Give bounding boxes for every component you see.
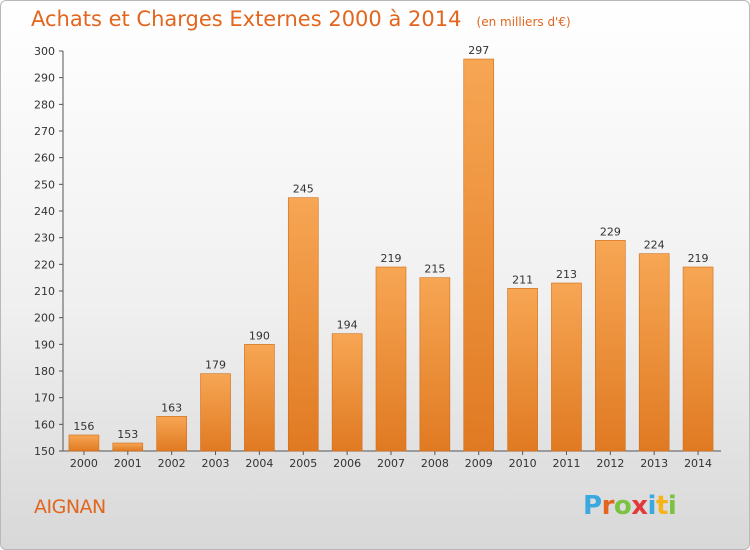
data-label-2003: 179 (205, 359, 226, 372)
bar-2000 (68, 434, 100, 452)
y-tick-label: 270 (34, 125, 55, 138)
data-label-2013: 224 (644, 239, 665, 252)
y-tick-label: 230 (34, 232, 55, 245)
y-tick-label: 180 (34, 365, 55, 378)
x-tick-label-2008: 2008 (421, 457, 449, 470)
x-tick-label-2013: 2013 (640, 457, 668, 470)
x-tick-label-2012: 2012 (596, 457, 624, 470)
data-labels: 156 153 163 179 190 245 194 219 215 297 211 213 229 2… (73, 44, 708, 441)
logo-letter: o (613, 491, 632, 521)
x-tick-label-2001: 2001 (114, 457, 142, 470)
data-label-2014: 219 (688, 252, 709, 265)
bar-2006 (331, 333, 363, 452)
data-label-2004: 190 (249, 329, 270, 342)
data-label-2002: 163 (161, 401, 182, 414)
y-tick-label: 260 (34, 152, 55, 165)
x-tick-label-2014: 2014 (684, 457, 712, 470)
data-label-2007: 219 (381, 252, 402, 265)
x-tick-label-2007: 2007 (377, 457, 405, 470)
proxiti-logo: Proxiti (583, 491, 677, 521)
data-label-2008: 215 (424, 263, 445, 276)
y-tick-label: 250 (34, 178, 55, 191)
y-tick-label: 190 (34, 338, 55, 351)
logo-letter: x (631, 491, 648, 521)
x-tick-label-2006: 2006 (333, 457, 361, 470)
bar-2010 (507, 288, 538, 452)
data-label-2009: 297 (468, 44, 489, 57)
y-tick-label: 280 (34, 98, 55, 111)
x-tick-label-2010: 2010 (509, 457, 537, 470)
data-label-2006: 194 (337, 319, 358, 332)
y-tick-label: 290 (34, 72, 55, 85)
bar-2012 (595, 240, 626, 452)
bar-2008 (419, 277, 451, 452)
bar-2007 (375, 266, 407, 452)
bar-2001 (112, 442, 144, 452)
bar-2013 (638, 253, 670, 452)
y-tick-label: 150 (34, 445, 55, 458)
bar-2002 (156, 416, 187, 452)
x-tick-label-2005: 2005 (289, 457, 317, 470)
logo-letter: P (583, 491, 602, 521)
x-tick-label-2002: 2002 (158, 457, 186, 470)
x-tick-label-2009: 2009 (465, 457, 493, 470)
y-tick-label: 200 (34, 312, 55, 325)
x-tick-label-2011: 2011 (552, 457, 580, 470)
y-tick-label: 170 (34, 392, 55, 405)
data-label-2005: 245 (293, 183, 314, 196)
y-tick-label: 220 (34, 258, 55, 271)
y-tick-label: 300 (34, 45, 55, 58)
bar-2004 (244, 344, 275, 452)
bar-2005 (287, 197, 319, 452)
city-name: AIGNAN (34, 496, 106, 518)
bar-2014 (682, 266, 714, 452)
y-tick-label: 240 (34, 205, 55, 218)
x-tick-label-2004: 2004 (245, 457, 273, 470)
bars (68, 58, 714, 452)
y-tick-label: 210 (34, 285, 55, 298)
logo-letter: i (667, 491, 677, 521)
data-label-2012: 229 (600, 225, 621, 238)
logo-letter: t (655, 491, 668, 521)
logo-letter: r (601, 491, 615, 521)
data-label-2001: 153 (117, 428, 138, 441)
x-tick-label-2000: 2000 (70, 457, 98, 470)
chart-title: Achats et Charges Externes 2000 à 2014 (31, 7, 462, 31)
data-label-2000: 156 (73, 420, 94, 433)
chart-unit: (en milliers d'€) (476, 15, 571, 29)
data-label-2011: 213 (556, 268, 577, 281)
x-tick-label-2003: 2003 (202, 457, 230, 470)
bar-2009 (463, 58, 495, 452)
logo-letter: i (647, 491, 657, 521)
axes: 150 160 170 180 190 200 210 220 230 240 250 260 270 2… (34, 45, 721, 470)
bar-2003 (200, 373, 231, 452)
y-tick-label: 160 (34, 418, 55, 431)
data-label-2010: 211 (512, 273, 533, 286)
chart-header: Achats et Charges Externes 2000 à 2014 (… (31, 7, 571, 31)
bar-2011 (551, 282, 582, 452)
